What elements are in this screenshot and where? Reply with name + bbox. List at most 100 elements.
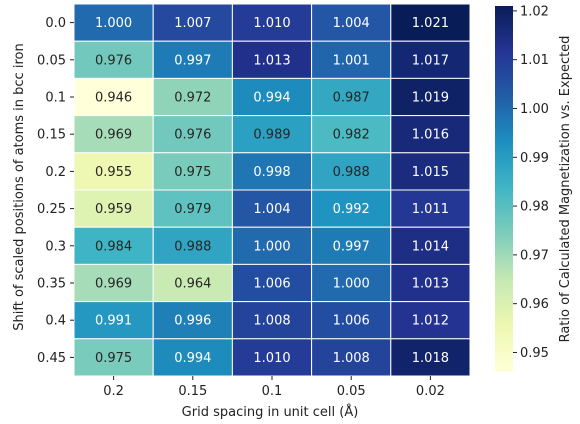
cell-value-label: 0.992	[333, 202, 370, 217]
heatmap-cell	[390, 263, 471, 303]
colorbar-tick-label: 0.99	[520, 151, 549, 166]
cell-value-label: 0.964	[174, 277, 211, 292]
heatmap-cell	[152, 301, 233, 340]
cell-value-label: 1.008	[333, 351, 370, 366]
cell-value-label: 0.959	[95, 202, 132, 217]
cell-value-label: 0.946	[95, 91, 132, 106]
cell-value-label: 1.006	[253, 277, 290, 292]
x-axis-ticks: 0.2 0.15 0.1 0.05 0.02	[103, 376, 445, 399]
colorbar-label: Ratio of Calculated Magnetization vs. Ex…	[558, 36, 573, 343]
heatmap-cell	[73, 226, 154, 265]
heatmap-cell	[73, 3, 154, 42]
colorbar-ticks: 0.95 0.96 0.97 0.98 0.99 1.00 1.01 1.02	[513, 4, 549, 361]
colorbar-tick-label: 0.98	[520, 200, 549, 215]
cell-value-label: 0.994	[253, 91, 290, 106]
cell-value-label: 0.976	[174, 128, 211, 143]
cell-value-label: 1.000	[95, 16, 132, 31]
cell-value-label: 1.011	[412, 202, 449, 217]
cell-value-label: 0.988	[333, 165, 370, 180]
colorbar-tick-label: 1.02	[520, 4, 549, 19]
cell-value-label: 0.994	[174, 351, 211, 366]
cell-value-label: 0.976	[95, 53, 132, 68]
heatmap-cells: 1.000 1.007 1.010 1.004 1.021 0.976 0.997 1.013…	[73, 3, 471, 377]
cell-value-label: 0.979	[174, 202, 211, 217]
x-tick-label: 0.1	[262, 384, 283, 399]
x-tick-label: 0.02	[416, 384, 445, 399]
y-tick-label: 0.45	[37, 351, 66, 366]
heatmap-cell	[231, 3, 313, 42]
cell-value-label: 1.015	[412, 165, 449, 180]
cell-value-label: 1.016	[412, 128, 449, 143]
y-tick-label: 0.25	[37, 202, 66, 217]
heatmap-cell	[311, 189, 392, 228]
cell-value-label: 1.021	[412, 16, 449, 31]
heatmap-cell	[152, 338, 233, 377]
heatmap-cell	[390, 301, 471, 340]
heatmap-cell	[231, 301, 313, 340]
cell-value-label: 0.996	[174, 314, 211, 329]
heatmap-cell	[152, 189, 233, 228]
y-tick-label: 0.4	[45, 314, 66, 329]
heatmap-cell	[231, 115, 313, 154]
heatmap-cell	[390, 189, 471, 228]
colorbar-gradient	[495, 6, 513, 372]
cell-value-label: 0.969	[95, 128, 132, 143]
colorbar-tick-label: 0.97	[520, 248, 549, 263]
heatmap-cell	[390, 338, 471, 377]
heatmap-cell	[311, 263, 392, 303]
heatmap-cell	[73, 338, 154, 377]
heatmap-cell	[73, 263, 154, 303]
y-axis-ticks: 0.0 0.05 0.1 0.15 0.2 0.25 0.3 0.35 0.4 0.45	[37, 16, 74, 366]
cell-value-label: 0.955	[95, 165, 132, 180]
x-tick-label: 0.15	[178, 384, 207, 399]
colorbar-tick-label: 1.01	[520, 53, 549, 68]
heatmap-cell	[152, 77, 233, 117]
heatmap-cell	[390, 115, 471, 154]
cell-value-label: 0.972	[174, 91, 211, 106]
cell-value-label: 1.013	[412, 277, 449, 292]
colorbar-tick-label: 0.95	[520, 346, 549, 361]
cell-value-label: 0.975	[95, 351, 132, 366]
cell-value-label: 1.012	[412, 314, 449, 329]
cell-value-label: 1.007	[174, 16, 211, 31]
cell-value-label: 0.997	[333, 239, 370, 254]
cell-value-label: 1.019	[412, 91, 449, 106]
y-axis-label: Shift of scaled positions of atoms in bc…	[12, 43, 27, 330]
cell-value-label: 0.982	[333, 128, 370, 143]
heatmap-cell	[152, 115, 233, 154]
y-tick-label: 0.0	[45, 16, 66, 31]
colorbar-tick-label: 1.00	[520, 102, 549, 117]
cell-value-label: 1.004	[253, 202, 290, 217]
colorbar-tick-label: 0.96	[520, 297, 549, 312]
cell-value-label: 1.000	[333, 277, 370, 292]
cell-value-label: 1.001	[333, 53, 370, 68]
cell-value-label: 0.987	[333, 91, 370, 106]
heatmap-cell	[152, 263, 233, 303]
y-tick-label: 0.15	[37, 128, 66, 143]
cell-value-label: 1.004	[333, 16, 370, 31]
cell-value-label: 1.000	[253, 239, 290, 254]
heatmap-cell	[311, 77, 392, 117]
cell-value-label: 1.006	[333, 314, 370, 329]
heatmap-cell	[73, 152, 154, 191]
heatmap-cell	[231, 338, 313, 377]
y-tick-label: 0.2	[45, 165, 66, 180]
cell-value-label: 0.989	[253, 128, 290, 143]
heatmap-cell	[390, 40, 471, 79]
cell-value-label: 1.017	[412, 53, 449, 68]
heatmap-cell	[311, 115, 392, 154]
y-tick-label: 0.35	[37, 277, 66, 292]
cell-value-label: 0.991	[95, 314, 132, 329]
heatmap-cell	[152, 152, 233, 191]
cell-value-label: 0.988	[174, 239, 211, 254]
cell-value-label: 1.010	[253, 351, 290, 366]
cell-value-label: 1.013	[253, 53, 290, 68]
cell-value-label: 1.010	[253, 16, 290, 31]
cell-value-label: 0.969	[95, 277, 132, 292]
heatmap-cell	[152, 3, 233, 42]
heatmap-cell	[231, 189, 313, 228]
heatmap-cell	[231, 152, 313, 191]
y-tick-label: 0.05	[37, 53, 66, 68]
cell-value-label: 0.975	[174, 165, 211, 180]
cell-value-label: 1.018	[412, 351, 449, 366]
